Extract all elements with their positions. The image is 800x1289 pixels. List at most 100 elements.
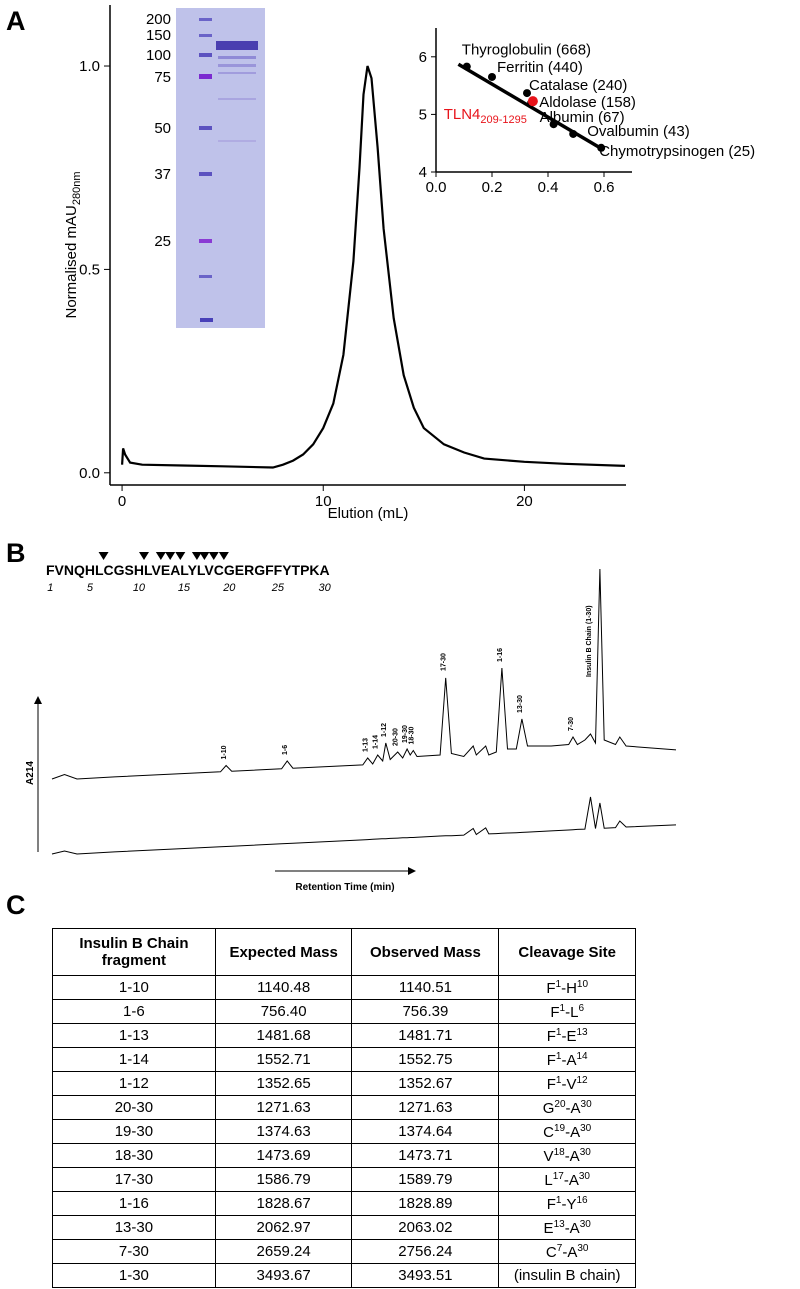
- cell: 3493.67: [214, 1263, 353, 1288]
- cell: 19-30: [52, 1119, 216, 1144]
- site-text: -A: [565, 1099, 581, 1117]
- site-text: C: [545, 1243, 557, 1261]
- superscript: 14: [576, 1050, 588, 1062]
- cell: 2756.24: [351, 1239, 500, 1264]
- header-cell: Cleavage Site: [498, 928, 636, 976]
- point-label-text: Ferritin (440): [497, 59, 583, 76]
- cell: 756.40: [214, 999, 353, 1024]
- mass-table: Insulin B Chain fragment Expected Mass Obs…: [52, 928, 636, 1288]
- cell: F1-L6: [498, 999, 636, 1024]
- peak-label: 19-30: [402, 725, 409, 743]
- cell: F1-Y16: [498, 1191, 636, 1216]
- cell: 20-30: [52, 1095, 216, 1120]
- superscript: 13: [553, 1218, 565, 1230]
- y-tick-label: 0.5: [79, 261, 100, 278]
- cell: 1473.69: [214, 1143, 353, 1168]
- table-row: 1-13 1481.68 1481.71 F1-E13: [52, 1023, 636, 1048]
- y-tick-label: 0.0: [79, 465, 100, 482]
- peak-label: 17-30: [441, 653, 448, 671]
- gel: [176, 8, 265, 328]
- superscript: 18: [553, 1146, 565, 1158]
- cell: 3493.51: [351, 1263, 500, 1288]
- y-tick-label: 6: [419, 49, 427, 66]
- cell: 1481.68: [214, 1023, 353, 1048]
- y-tick-label: 4: [419, 164, 427, 181]
- point-label: TLN4209-1295: [444, 106, 527, 126]
- point: [527, 96, 538, 107]
- position-label: 15: [178, 582, 191, 594]
- superscript: 19: [553, 1122, 566, 1134]
- cell: F1-H10: [498, 975, 636, 1000]
- cell: 756.39: [351, 999, 500, 1024]
- arrow-head: [34, 696, 42, 704]
- y-tick-label: 5: [419, 106, 427, 123]
- point: [597, 143, 606, 152]
- panel-label: B: [6, 538, 26, 568]
- cell: C19-A30: [498, 1119, 636, 1144]
- trace: [51, 568, 677, 780]
- site-text: F: [546, 1051, 556, 1069]
- superscript: 1: [555, 1050, 562, 1062]
- ladder-label: 75: [154, 69, 171, 86]
- superscript: 17: [552, 1170, 564, 1182]
- table-row: 1-16 1828.67 1828.89 F1-Y16: [52, 1191, 636, 1216]
- table-row: 18-30 1473.69 1473.71 V18-A30: [52, 1143, 636, 1168]
- position-label: 30: [318, 582, 331, 594]
- site-text: V: [543, 1147, 554, 1165]
- cell: G20-A30: [498, 1095, 636, 1120]
- cell: 1374.64: [351, 1119, 500, 1144]
- cleavage-site: [208, 552, 219, 560]
- ladder-label: 37: [154, 166, 171, 183]
- arrow-head: [408, 867, 416, 875]
- cell: C7-A30: [498, 1239, 636, 1264]
- cell: 1271.63: [351, 1095, 500, 1120]
- site-text: E: [543, 1219, 554, 1237]
- cell: 13-30: [52, 1215, 216, 1240]
- x-axis-label: Elution (mL): [328, 505, 409, 522]
- peak-label: 1-12: [381, 723, 388, 737]
- site-text: -V: [561, 1075, 577, 1093]
- peak-label: 18-30: [408, 726, 415, 744]
- cell: 1-30: [52, 1263, 216, 1288]
- site-text: -H: [561, 979, 577, 997]
- cell: 1140.51: [351, 975, 500, 1000]
- ladder-label: 200: [146, 11, 171, 28]
- cleavage-site: [155, 552, 166, 560]
- header-cell: Observed Mass: [351, 928, 500, 976]
- x-tick-label: 20: [516, 493, 533, 510]
- superscript: 1: [555, 978, 562, 990]
- superscript: 30: [580, 1122, 592, 1134]
- point: [549, 120, 558, 129]
- cell: 1552.75: [351, 1047, 500, 1072]
- point-label-text: TLN4: [444, 106, 481, 123]
- cell: 1586.79: [214, 1167, 353, 1192]
- site-text: -A: [562, 1243, 578, 1261]
- point: [462, 62, 471, 71]
- cleavage-site: [175, 552, 186, 560]
- cleavage-site: [139, 552, 149, 560]
- cell: 2062.97: [214, 1215, 353, 1240]
- point: [488, 72, 496, 81]
- site-text: -A: [561, 1051, 577, 1069]
- superscript: 7: [556, 1242, 563, 1254]
- superscript: 30: [577, 1242, 589, 1254]
- y-label: Normalised mAU: [63, 205, 80, 318]
- site-text: C: [543, 1123, 554, 1141]
- point-label-text: Thyroglobulin (668): [462, 42, 591, 59]
- superscript: 16: [576, 1194, 588, 1206]
- site-text: F: [550, 1003, 560, 1021]
- table-row: 1-12 1352.65 1352.67 F1-V12: [52, 1071, 636, 1096]
- y-tick-label: 1.0: [79, 58, 100, 75]
- superscript: 30: [580, 1098, 592, 1110]
- cell: 1140.48: [214, 975, 353, 1000]
- cell: 1589.79: [351, 1167, 500, 1192]
- x-tick-label: 10: [315, 493, 332, 510]
- cleavage-site: [199, 552, 210, 560]
- point: [523, 89, 531, 98]
- figure: A B C Normalised mAU280nm Elution (mL) F…: [6, 5, 755, 915]
- cell: F1-A14: [498, 1047, 636, 1072]
- table-row: 20-30 1271.63 1271.63 G20-A30: [52, 1095, 636, 1120]
- x-tick-label: 0: [118, 493, 126, 510]
- site-text: -A: [565, 1123, 581, 1141]
